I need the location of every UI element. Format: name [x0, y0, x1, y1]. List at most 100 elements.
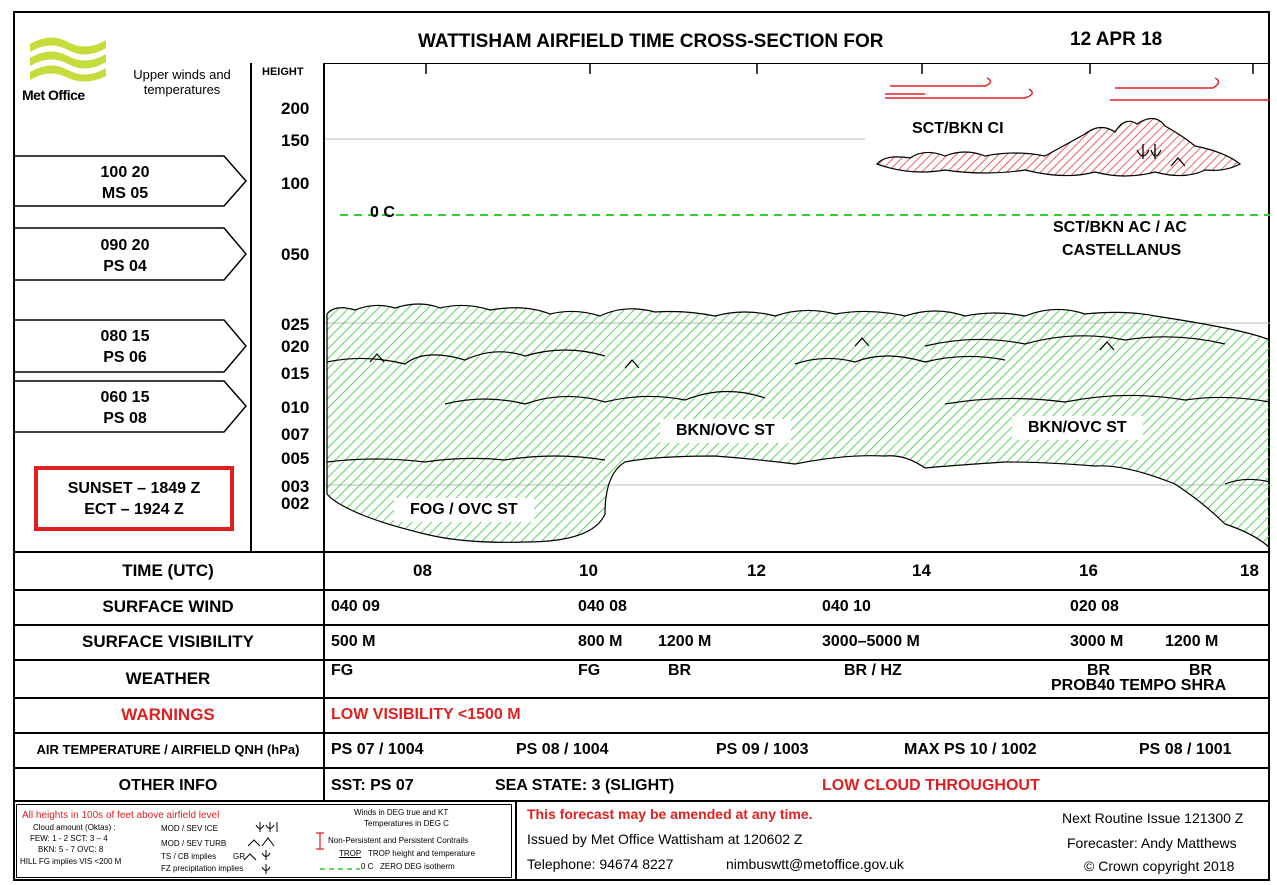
height-020: 020 [281, 337, 310, 356]
height-002: 002 [281, 494, 310, 513]
warning-value: LOW VISIBILITY <1500 M [331, 706, 521, 723]
air-temp-value: PS 07 / 1004 [331, 741, 424, 758]
next-issue: Next Routine Issue 121300 Z [1062, 810, 1244, 826]
surface-visibility-label: SURFACE VISIBILITY [82, 632, 254, 651]
height-005: 005 [281, 449, 310, 468]
time-tick-12: 12 [747, 561, 766, 580]
wind-100: 100 20 MS 05 [100, 164, 150, 202]
height-003: 003 [281, 477, 310, 496]
ect-time: ECT – 1924 Z [84, 501, 184, 518]
height-015: 015 [281, 364, 310, 383]
weather-label: WEATHER [125, 669, 211, 688]
height-050: 050 [281, 245, 310, 264]
other-note-value: LOW CLOUD THROUGHOUT [822, 777, 1040, 794]
legend-zero-c: 0 C [361, 862, 374, 871]
email-link[interactable]: nimbuswtt@metoffice.gov.uk [726, 856, 904, 872]
weather-value: FG [578, 662, 601, 679]
legend-zero-desc: ZERO DEG isotherm [380, 862, 455, 871]
surface-wind-label: SURFACE WIND [102, 597, 234, 616]
legend-gr: GR [233, 852, 245, 861]
legend-contrails: Non-Persistent and Persistent Contrails [328, 836, 469, 845]
ci-cloud-label: SCT/BKN CI [912, 120, 1004, 137]
legend-box [16, 804, 512, 878]
contrail-lines [885, 77, 1270, 101]
warnings-label: WARNINGS [121, 705, 215, 724]
sst-value: SST: PS 07 [331, 777, 414, 794]
amend-note: This forecast may be amended at any time… [527, 806, 813, 822]
wind-060: 060 15 PS 08 [100, 389, 150, 427]
legend-ts-cb: TS / CB implies [161, 852, 217, 861]
visibility-value: 3000 M [1070, 633, 1124, 650]
cirrus-cloud [876, 117, 1242, 177]
time-tick-10: 10 [579, 561, 598, 580]
st-cloud-label-1: BKN/OVC ST [660, 419, 791, 443]
weather-value: BR [668, 662, 692, 679]
air-temp-value: PS 09 / 1003 [716, 741, 809, 758]
legend-bkn-ovc: BKN: 5 - 7 OVC: 8 [38, 845, 104, 854]
wind-080: 080 15 PS 06 [100, 328, 150, 366]
other-info-label: OTHER INFO [118, 777, 218, 794]
ice-icons [369, 337, 1115, 369]
forecast-date: 12 APR 18 [1070, 29, 1163, 50]
height-200: 200 [281, 99, 310, 118]
fog-cloud-label: FOG / OVC ST [394, 498, 534, 522]
surface-wind-value: 040 09 [331, 598, 380, 615]
height-150: 150 [281, 131, 310, 150]
air-temp-value: MAX PS 10 / 1002 [904, 741, 1037, 758]
visibility-value: 1200 M [1165, 633, 1219, 650]
telephone: Telephone: 94674 8227 [527, 856, 674, 872]
legend-fz: FZ precipitation implies [161, 864, 244, 873]
visibility-value: 3000–5000 M [822, 633, 920, 650]
copyright: © Crown copyright 2018 [1084, 858, 1235, 874]
zero-line-symbol-icon [320, 868, 360, 870]
time-tick-14: 14 [912, 561, 931, 580]
legend-heights-note: All heights in 100s of feet above airfie… [22, 810, 220, 821]
legend-hill-fg: HILL FG implies VIS <200 M [20, 857, 122, 866]
ac-cloud-label-1: SCT/BKN AC / AC [1053, 219, 1187, 236]
height-010: 010 [281, 398, 310, 417]
zero-deg-label: 0 C [370, 204, 395, 221]
legend-cloud-amount: Cloud amount (Oktas) : [33, 823, 116, 832]
chart-top [323, 63, 1270, 64]
legend-trop: TROP [339, 849, 362, 858]
air-temp-value: PS 08 / 1001 [1139, 741, 1232, 758]
st-cloud-label-2: BKN/OVC ST [1012, 416, 1143, 440]
legend-few-sct: FEW: 1 - 2 SCT: 3 – 4 [30, 834, 108, 843]
time-tick-16: 16 [1079, 561, 1098, 580]
surface-wind-value: 040 10 [822, 598, 871, 615]
legend-ice: MOD / SEV ICE [161, 824, 218, 833]
stratus-cloud [326, 303, 1270, 549]
weather-value: FG [331, 662, 354, 679]
time-tick-18: 18 [1240, 561, 1259, 580]
issued-by: Issued by Met Office Wattisham at 120602… [527, 831, 803, 847]
divider-left [250, 63, 252, 552]
legend-trop-desc: TROP height and temperature [368, 849, 476, 858]
sea-state-value: SEA STATE: 3 (SLIGHT) [495, 777, 675, 794]
time-tick-08: 08 [413, 561, 432, 580]
legend-temps-note: Temperatures in DEG C [364, 819, 449, 828]
upper-winds-label: Upper winds and temperatures [133, 67, 231, 97]
sunset-time: SUNSET – 1849 Z [67, 480, 201, 497]
logo-waves-icon [30, 37, 106, 82]
height-025: 025 [281, 315, 310, 334]
wind-090: 090 20 PS 04 [100, 237, 150, 275]
ac-cloud-label-2: CASTELLANUS [1062, 242, 1182, 259]
met-office-logo: Met Office [22, 30, 112, 103]
surface-wind-value: 040 08 [578, 598, 627, 615]
air-temp-value: PS 08 / 1004 [516, 741, 609, 758]
air-temp-label: AIR TEMPERATURE / AIRFIELD QNH (hPa) [36, 742, 300, 757]
visibility-value: 800 M [578, 633, 623, 650]
page-title: WATTISHAM AIRFIELD TIME CROSS-SECTION FO… [418, 31, 884, 52]
weather-prob-value: PROB40 TEMPO SHRA [1051, 677, 1227, 694]
height-100: 100 [281, 174, 310, 193]
legend-winds-note: Winds in DEG true and KT [354, 808, 449, 817]
time-label: TIME (UTC) [122, 561, 214, 580]
visibility-value: 500 M [331, 633, 376, 650]
divider-axis [323, 63, 325, 801]
legend-symbols-icon [243, 822, 278, 874]
height-label: HEIGHT [262, 66, 304, 78]
weather-value: BR [1189, 662, 1213, 679]
legend-turb: MOD / SEV TURB [161, 839, 227, 848]
contrail-symbol-icon [316, 832, 324, 850]
sunset-box: SUNSET – 1849 Z ECT – 1924 Z [34, 466, 234, 531]
